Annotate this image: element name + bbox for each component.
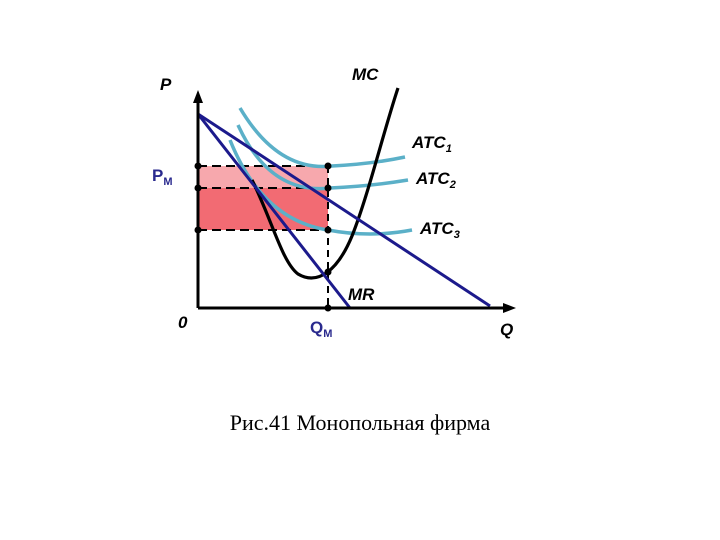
atc3-label: ATC3 [419, 219, 460, 241]
mc-curve [250, 87, 400, 280]
origin-label: 0 [178, 313, 188, 332]
profit-area-upper [198, 166, 328, 188]
price-label-main: P [152, 166, 163, 185]
axis-y-label: P [160, 75, 172, 94]
atc1-label: ATC1 [411, 133, 452, 155]
y-axis-arrow [193, 90, 203, 103]
demand-line [197, 112, 491, 308]
mr-label: MR [348, 285, 375, 304]
mr-line [196, 113, 352, 309]
atc2-point [324, 184, 332, 192]
atc2-label-sub: 2 [449, 179, 456, 191]
quantity-label-main: Q [310, 318, 323, 337]
atc1-label-sub: 1 [446, 143, 452, 155]
price-label-sub: M [163, 176, 172, 188]
quantity-label: QM [310, 318, 332, 340]
atc2-label: ATC2 [415, 169, 456, 191]
price-label: PM [152, 166, 173, 188]
atc3-label-main: ATC [419, 219, 454, 238]
atc3-point [324, 226, 332, 234]
atc3-label-sub: 3 [454, 229, 460, 241]
atc1-label-main: ATC [411, 133, 446, 152]
quantity-label-sub: M [323, 328, 332, 340]
axis-x-label: Q [500, 320, 513, 339]
mc-label: MC [352, 65, 379, 84]
figure-caption: Рис.41 Монопольная фирма [229, 410, 491, 435]
atc2-label-main: ATC [415, 169, 450, 188]
x-axis-arrow [503, 303, 516, 313]
atc1-point [324, 162, 332, 170]
mc-mr-intersection [324, 268, 332, 276]
